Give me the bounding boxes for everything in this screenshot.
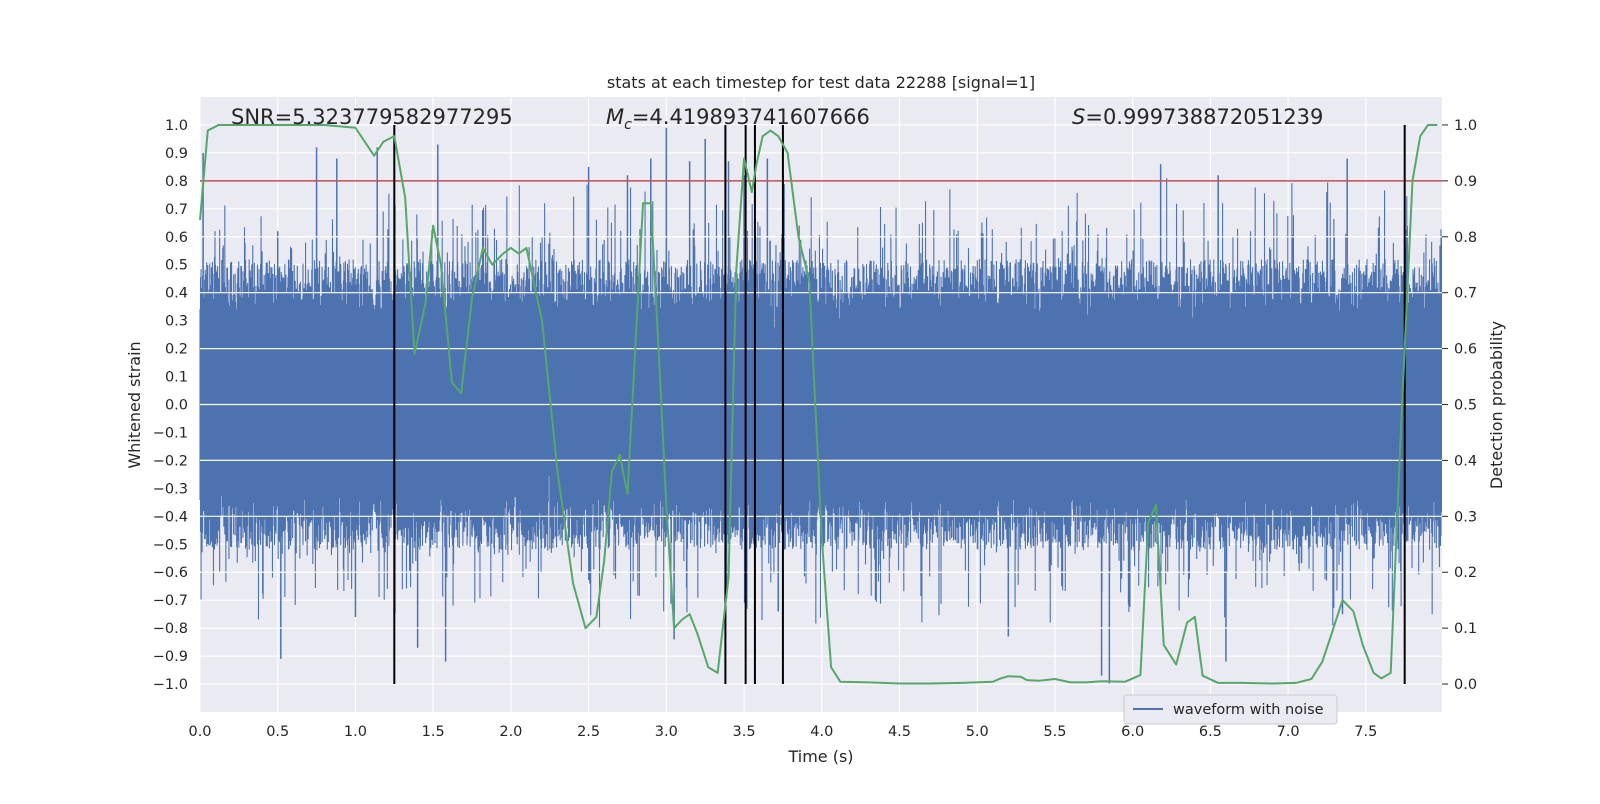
y2-tick-label: 0.2 xyxy=(1454,565,1477,581)
s-value: =0.999738872051239 xyxy=(1085,105,1323,129)
y-tick-label: 1.0 xyxy=(165,118,188,134)
y-tick-label: −0.5 xyxy=(153,537,188,553)
x-tick-label: 4.5 xyxy=(888,724,911,740)
y-tick-label: 0.1 xyxy=(165,370,188,386)
x-tick-label: 0.5 xyxy=(266,724,289,740)
y-tick-label: −1.0 xyxy=(153,677,188,693)
y2-tick-label: 0.7 xyxy=(1454,286,1477,302)
y2-tick-label: 1.0 xyxy=(1454,118,1477,134)
s-annotation: S=0.999738872051239 xyxy=(1072,105,1323,129)
x-tick-label: 2.0 xyxy=(499,724,522,740)
x-axis-label: Time (s) xyxy=(787,747,853,766)
y-tick-label: −0.2 xyxy=(153,453,188,469)
detection-probability-line xyxy=(199,123,1438,685)
mc-symbol: M xyxy=(606,105,624,129)
y-tick-label: 0.5 xyxy=(165,258,188,274)
x-tick-label: 0.0 xyxy=(188,724,211,740)
y-tick-label: 0.9 xyxy=(165,146,188,162)
mc-value: =4.419893741607666 xyxy=(632,105,870,129)
y2-tick-labels: 1.0 0.9 0.8 0.7 0.6 0.5 0.4 0.3 0.2 0.1 0.0 xyxy=(1442,118,1477,693)
mc-subscript: c xyxy=(624,117,632,133)
x-tick-label: 1.5 xyxy=(422,724,445,740)
y-tick-label: 0.8 xyxy=(165,174,188,190)
legend: waveform with noise xyxy=(1123,694,1338,725)
mc-annotation: Mc=4.419893741607666 xyxy=(606,105,870,133)
chart-title: stats at each timestep for test data 222… xyxy=(607,73,1035,92)
y2-tick-label: 0.5 xyxy=(1454,398,1477,414)
y-axis-label: Whitened strain xyxy=(125,341,144,468)
x-tick-label: 4.0 xyxy=(810,724,833,740)
s-symbol: S xyxy=(1072,105,1085,129)
y-tick-label: −0.6 xyxy=(153,565,188,581)
y2-tick-label: 0.6 xyxy=(1454,342,1477,358)
y-tick-label: −0.7 xyxy=(153,593,188,609)
y2-axis-label: Detection probability xyxy=(1487,321,1506,489)
detection-probability-series xyxy=(199,123,1438,685)
x-tick-label: 5.0 xyxy=(966,724,989,740)
y-tick-labels: 1.0 0.9 0.8 0.7 0.6 0.5 0.4 0.3 0.2 0.1 0.0 −0.1 −0.… xyxy=(153,118,188,693)
y-tick-label: −0.1 xyxy=(153,425,188,441)
y-tick-label: 0.7 xyxy=(165,202,188,218)
x-tick-label: 6.0 xyxy=(1121,724,1144,740)
y-tick-label: −0.4 xyxy=(153,509,188,525)
x-tick-label: 6.5 xyxy=(1199,724,1222,740)
y2-tick-label: 0.8 xyxy=(1454,230,1477,246)
y-tick-label: 0.4 xyxy=(165,286,188,302)
y-tick-label: 0.3 xyxy=(165,314,188,330)
y2-tick-label: 0.3 xyxy=(1454,509,1477,525)
y-tick-label: 0.2 xyxy=(165,342,188,358)
y-tick-label: −0.8 xyxy=(153,621,188,637)
x-tick-label: 5.5 xyxy=(1043,724,1066,740)
legend-label: waveform with noise xyxy=(1173,702,1324,718)
y-tick-label: −0.3 xyxy=(153,481,188,497)
y-tick-label: 0.6 xyxy=(165,230,188,246)
x-tick-label: 7.5 xyxy=(1354,724,1377,740)
y2-tick-label: 0.0 xyxy=(1454,677,1477,693)
x-tick-label: 7.0 xyxy=(1277,724,1300,740)
y-tick-label: −0.9 xyxy=(153,649,188,665)
x-tick-label: 1.0 xyxy=(344,724,367,740)
y2-tick-label: 0.1 xyxy=(1454,621,1477,637)
y-tick-label: 0.0 xyxy=(165,398,188,414)
y2-tick-label: 0.4 xyxy=(1454,453,1477,469)
y2-tick-label: 0.9 xyxy=(1454,174,1477,190)
x-tick-label: 3.5 xyxy=(733,724,756,740)
x-tick-labels: 0.0 0.5 1.0 1.5 2.0 2.5 3.0 3.5 4.0 4.5 5.0 5.5 6.0 6… xyxy=(188,724,1377,740)
snr-annotation: SNR=5.323779582977295 xyxy=(231,105,513,129)
x-tick-label: 2.5 xyxy=(577,724,600,740)
vertical-lines xyxy=(393,124,1406,685)
legend-box xyxy=(1123,694,1338,725)
x-tick-label: 3.0 xyxy=(655,724,678,740)
